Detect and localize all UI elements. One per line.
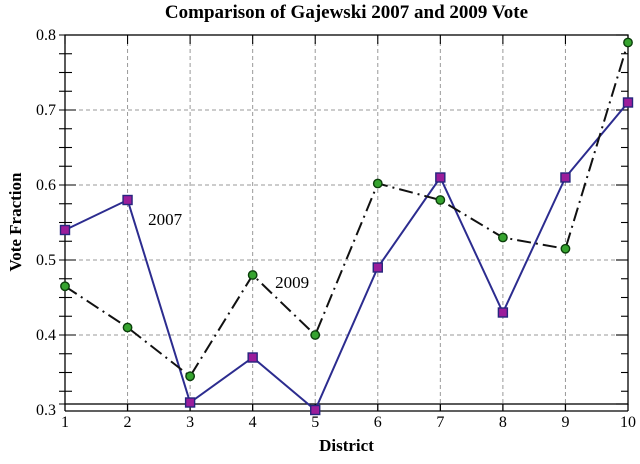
data-point-marker <box>435 172 446 183</box>
chart-title: Comparison of Gajewski 2007 and 2009 Vot… <box>164 2 529 23</box>
y-tick-label: 0.4 <box>36 327 56 344</box>
data-point-marker <box>185 371 196 382</box>
series-2007-annotation: 2007 <box>148 210 183 230</box>
x-tick-label: 6 <box>374 414 382 431</box>
x-tick-label: 7 <box>436 414 444 431</box>
x-tick-label: 1 <box>61 414 69 431</box>
data-point-marker <box>560 172 571 183</box>
x-tick-labels: 1 2 3 4 5 6 7 8 9 10 <box>61 414 636 431</box>
series-2009-line <box>64 42 629 378</box>
data-point-marker <box>497 232 508 243</box>
data-point-marker <box>372 178 383 189</box>
data-point-marker <box>622 97 634 108</box>
y-axis-title: Vote Fraction <box>6 172 25 272</box>
data-point-marker <box>372 262 383 273</box>
x-tick-label: 8 <box>499 414 507 431</box>
data-point-marker <box>247 352 258 363</box>
data-point-marker <box>560 243 571 254</box>
data-point-marker <box>310 330 321 340</box>
axis-ticks <box>59 34 629 405</box>
x-tick-label: 4 <box>249 414 257 431</box>
data-point-marker <box>623 37 633 48</box>
data-point-marker <box>310 404 321 416</box>
data-point-marker <box>59 224 71 236</box>
series-2009-markers <box>60 37 633 382</box>
gridlines <box>65 35 628 404</box>
data-point-marker <box>60 281 70 292</box>
series-2007-markers <box>59 97 634 416</box>
data-point-marker <box>435 195 446 205</box>
x-tick-label: 3 <box>186 414 194 431</box>
series-2009-annotation: 2009 <box>275 273 310 293</box>
data-point-marker <box>122 322 133 333</box>
data-point-marker <box>497 307 509 318</box>
y-tick-label: 0.5 <box>36 252 56 269</box>
data-point-marker <box>247 270 258 280</box>
series-2007-line <box>64 101 629 412</box>
x-axis-title: District <box>319 436 374 455</box>
x-tick-label: 10 <box>620 414 636 431</box>
y-tick-label: 0.6 <box>36 177 56 194</box>
y-tick-label: 0.8 <box>36 27 56 44</box>
x-tick-label: 5 <box>311 414 319 431</box>
data-point-marker <box>184 397 196 408</box>
data-point-marker <box>122 194 133 206</box>
y-tick-label: 0.7 <box>36 102 56 119</box>
y-tick-label: 0.3 <box>36 402 56 419</box>
plot-border <box>64 34 629 405</box>
y-tick-labels: 0.3 0.4 0.5 0.6 0.7 0.8 <box>36 27 56 419</box>
x-tick-label: 9 <box>561 414 569 431</box>
x-tick-label: 2 <box>124 414 132 431</box>
